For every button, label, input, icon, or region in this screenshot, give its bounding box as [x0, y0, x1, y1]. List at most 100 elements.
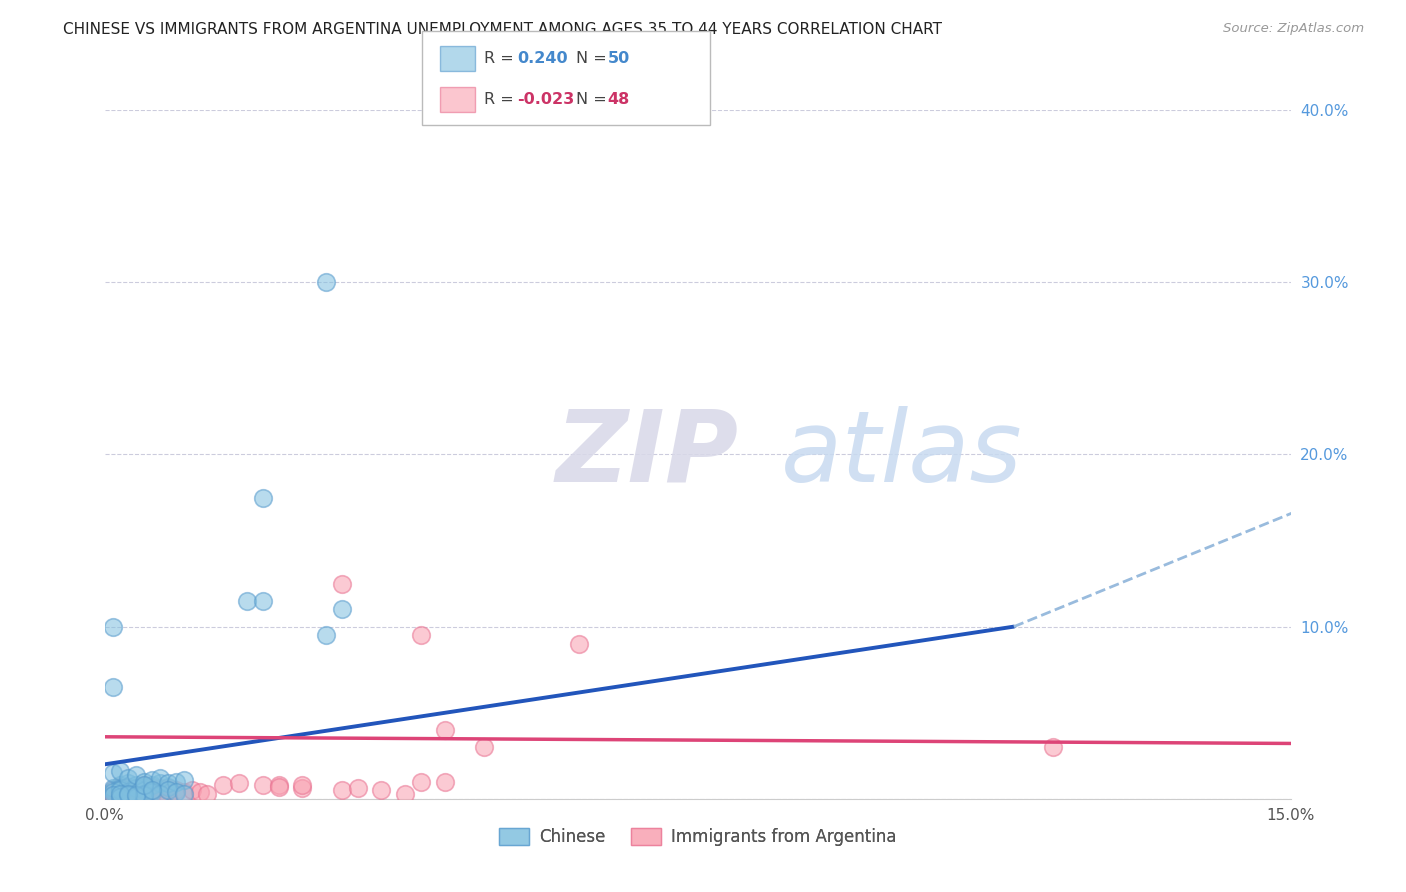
Text: atlas: atlas [780, 406, 1022, 503]
Point [110, 787, 132, 801]
Point [117, 771, 139, 785]
Point [134, 774, 156, 789]
Point [197, 787, 219, 801]
Text: R =: R = [484, 51, 519, 66]
Point [110, 764, 132, 779]
Point [149, 789, 172, 803]
Point [141, 772, 163, 787]
Point [117, 785, 139, 799]
Point [165, 774, 187, 789]
Point [173, 772, 195, 787]
Point [330, 783, 353, 797]
Point [433, 774, 456, 789]
Point [149, 787, 172, 801]
Point [125, 789, 148, 803]
Text: CHINESE VS IMMIGRANTS FROM ARGENTINA UNEMPLOYMENT AMONG AGES 35 TO 44 YEARS CORR: CHINESE VS IMMIGRANTS FROM ARGENTINA UNE… [63, 22, 942, 37]
Point [149, 781, 172, 796]
Point [101, 789, 124, 803]
Point [291, 778, 314, 792]
Point [134, 787, 156, 801]
Point [134, 778, 156, 792]
Point [117, 781, 139, 796]
Point [125, 790, 148, 805]
Point [236, 594, 259, 608]
Point [125, 785, 148, 799]
Point [117, 787, 139, 801]
Point [433, 723, 456, 737]
Point [110, 781, 132, 796]
Point [134, 789, 156, 803]
Point [110, 780, 132, 794]
Point [101, 785, 124, 799]
Point [149, 776, 172, 790]
Point [110, 790, 132, 805]
Point [315, 276, 337, 290]
Point [117, 790, 139, 805]
Point [125, 783, 148, 797]
Text: 50: 50 [607, 51, 630, 66]
Point [252, 594, 274, 608]
Point [409, 774, 432, 789]
Point [125, 781, 148, 796]
Point [252, 778, 274, 792]
Point [125, 767, 148, 781]
Point [212, 778, 235, 792]
Point [156, 790, 179, 805]
Point [110, 785, 132, 799]
Point [101, 766, 124, 780]
Point [101, 783, 124, 797]
Point [267, 778, 290, 792]
Point [117, 776, 139, 790]
Legend: Chinese, Immigrants from Argentina: Chinese, Immigrants from Argentina [492, 821, 903, 853]
Point [125, 790, 148, 805]
Point [156, 783, 179, 797]
Point [149, 771, 172, 785]
Point [370, 783, 392, 797]
Point [180, 783, 202, 797]
Point [101, 680, 124, 694]
Point [156, 780, 179, 794]
Text: -0.023: -0.023 [517, 92, 575, 106]
Point [117, 787, 139, 801]
Point [134, 778, 156, 792]
Text: 0.240: 0.240 [517, 51, 568, 66]
Point [156, 783, 179, 797]
Point [165, 785, 187, 799]
Point [134, 787, 156, 801]
Point [141, 778, 163, 792]
Point [101, 781, 124, 796]
Point [330, 602, 353, 616]
Point [346, 781, 368, 796]
Point [188, 785, 211, 799]
Point [134, 783, 156, 797]
Text: N =: N = [576, 92, 613, 106]
Point [117, 789, 139, 803]
Point [141, 789, 163, 803]
Point [134, 780, 156, 794]
Point [141, 785, 163, 799]
Point [134, 790, 156, 805]
Point [267, 780, 290, 794]
Point [291, 781, 314, 796]
Point [156, 781, 179, 796]
Point [156, 776, 179, 790]
Point [173, 787, 195, 801]
Point [125, 778, 148, 792]
Point [149, 785, 172, 799]
Point [228, 776, 250, 790]
Text: 48: 48 [607, 92, 630, 106]
Point [409, 628, 432, 642]
Point [110, 790, 132, 805]
Point [141, 783, 163, 797]
Text: R =: R = [484, 92, 519, 106]
Point [472, 740, 495, 755]
Text: N =: N = [576, 51, 613, 66]
Point [110, 783, 132, 797]
Point [110, 778, 132, 792]
Point [165, 783, 187, 797]
Point [315, 628, 337, 642]
Point [101, 783, 124, 797]
Point [101, 787, 124, 801]
Point [101, 789, 124, 803]
Point [330, 576, 353, 591]
